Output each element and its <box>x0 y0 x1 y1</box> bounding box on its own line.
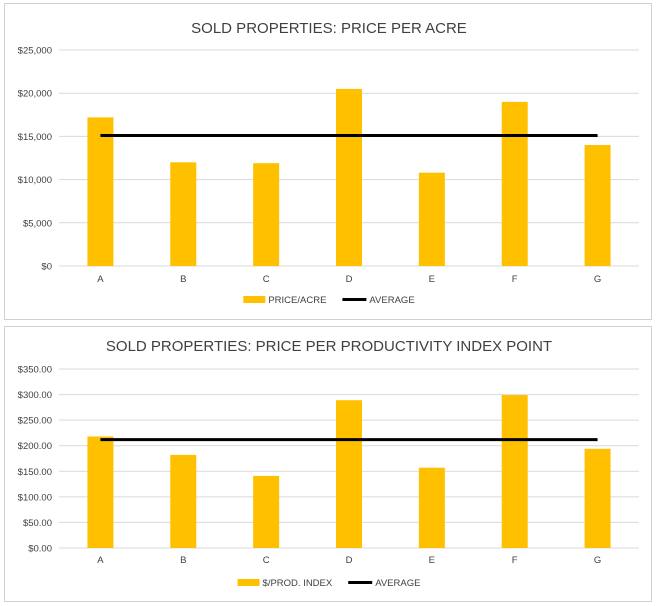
x-tick-label: G <box>594 555 601 566</box>
bar-f <box>501 101 528 266</box>
legend-swatch-bar <box>243 296 266 303</box>
y-tick-label: $20,000 <box>18 89 52 100</box>
y-tick-label: $0 <box>41 262 52 273</box>
bar-f <box>501 395 528 548</box>
bar-c <box>253 475 280 548</box>
legend: PRICE/ACRE AVERAGE <box>243 295 415 306</box>
x-tick-label: A <box>97 555 104 566</box>
y-tick-label: $200.00 <box>18 441 52 452</box>
x-tick-label: A <box>97 274 104 285</box>
x-tick-label: D <box>346 555 353 566</box>
x-tick-label: C <box>263 274 270 285</box>
x-tick-label: D <box>346 274 353 285</box>
x-tick-label: E <box>429 274 435 285</box>
chart-title: SOLD PROPERTIES: PRICE PER PRODUCTIVITY … <box>106 338 552 355</box>
bar-c <box>253 163 280 266</box>
x-tick-label: F <box>512 555 518 566</box>
legend: $/PROD. INDEX AVERAGE <box>237 578 420 589</box>
x-tick-label: B <box>180 555 186 566</box>
y-tick-label: $0.00 <box>28 544 52 555</box>
bar-a <box>87 117 114 266</box>
y-tick-label: $50.00 <box>23 518 52 529</box>
legend-label-bar: PRICE/ACRE <box>268 295 326 306</box>
bar-d <box>336 88 362 266</box>
bar-e <box>418 172 445 266</box>
y-tick-label: $100.00 <box>18 492 52 503</box>
x-tick-label: F <box>512 274 518 285</box>
chart-price-per-productivity-index-plot: SOLD PROPERTIES: PRICE PER PRODUCTIVITY … <box>18 338 639 589</box>
chart-price-per-productivity-index: SOLD PROPERTIES: PRICE PER PRODUCTIVITY … <box>4 326 652 602</box>
bar-b <box>170 454 197 548</box>
y-tick-label: $150.00 <box>18 467 52 478</box>
bar-e <box>418 467 445 548</box>
legend-label-bar: $/PROD. INDEX <box>263 578 333 589</box>
y-tick-label: $250.00 <box>18 416 52 427</box>
y-tick-label: $15,000 <box>18 132 52 143</box>
chart-price-per-acre-plot: SOLD PROPERTIES: PRICE PER ACRE $0 $5,000… <box>18 20 639 306</box>
y-tick-label: $25,000 <box>18 46 52 57</box>
bar-a <box>87 436 114 548</box>
x-tick-label: G <box>594 274 601 285</box>
legend-swatch-bar <box>237 579 260 586</box>
bar-b <box>170 162 197 266</box>
bar-d <box>336 400 362 548</box>
y-tick-label: $350.00 <box>18 365 52 376</box>
y-tick-label: $5,000 <box>23 218 52 229</box>
bar-g <box>584 448 611 548</box>
x-tick-label: E <box>429 555 435 566</box>
y-tick-label: $10,000 <box>18 175 52 186</box>
legend-label-line: AVERAGE <box>369 295 414 306</box>
bar-g <box>584 145 611 266</box>
legend-label-line: AVERAGE <box>375 578 420 589</box>
y-tick-label: $300.00 <box>18 390 52 401</box>
x-tick-label: C <box>263 555 270 566</box>
chart-price-per-acre: SOLD PROPERTIES: PRICE PER ACRE $0 $5,000… <box>4 3 652 320</box>
chart-title: SOLD PROPERTIES: PRICE PER ACRE <box>191 20 467 37</box>
x-tick-label: B <box>180 274 186 285</box>
